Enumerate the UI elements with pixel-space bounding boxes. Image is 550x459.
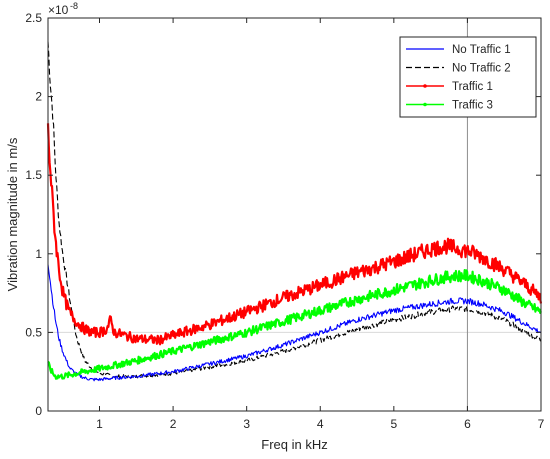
x-tick-label: 1 (96, 417, 103, 431)
x-tick-label: 7 (538, 417, 545, 431)
y-tick-label: 0 (35, 404, 42, 418)
legend: No Traffic 1 No Traffic 2 Traffic 1 Traffic… (399, 36, 537, 118)
legend-entry-label: Traffic 3 (452, 100, 493, 112)
y-tick-label: 2 (35, 90, 42, 104)
x-tick-label: 5 (390, 417, 397, 431)
axes-box (47, 17, 542, 412)
legend-marker (423, 102, 427, 107)
y-tick-label: 2.5 (25, 11, 42, 25)
y-tick-label: 1.5 (25, 168, 42, 182)
y-axis-label: Vibration magnitude in m/s (5, 137, 20, 291)
x-axis-label: Freq in kHz (261, 437, 327, 452)
series-line-traffic-1 (46, 123, 543, 346)
series-line-traffic-3 (47, 269, 542, 380)
legend-entry-label: No Traffic 2 (452, 63, 511, 75)
y-tick-label: 0.5 (25, 325, 42, 339)
y-exponent-label: ×10 (48, 3, 69, 17)
x-tick-label: 3 (243, 417, 250, 431)
legend-entry-label: Traffic 1 (452, 81, 493, 93)
y-tick-label: 1 (35, 247, 42, 261)
x-tick-label: 6 (464, 417, 471, 431)
legend-entry-label: No Traffic 1 (452, 44, 511, 56)
x-tick-label: 4 (317, 417, 324, 431)
series-line-no-traffic-1 (47, 264, 542, 382)
x-tick-label: 2 (170, 417, 177, 431)
legend-box (399, 36, 537, 118)
legend-marker (423, 84, 427, 88)
y-exponent-power: -8 (70, 1, 78, 11)
